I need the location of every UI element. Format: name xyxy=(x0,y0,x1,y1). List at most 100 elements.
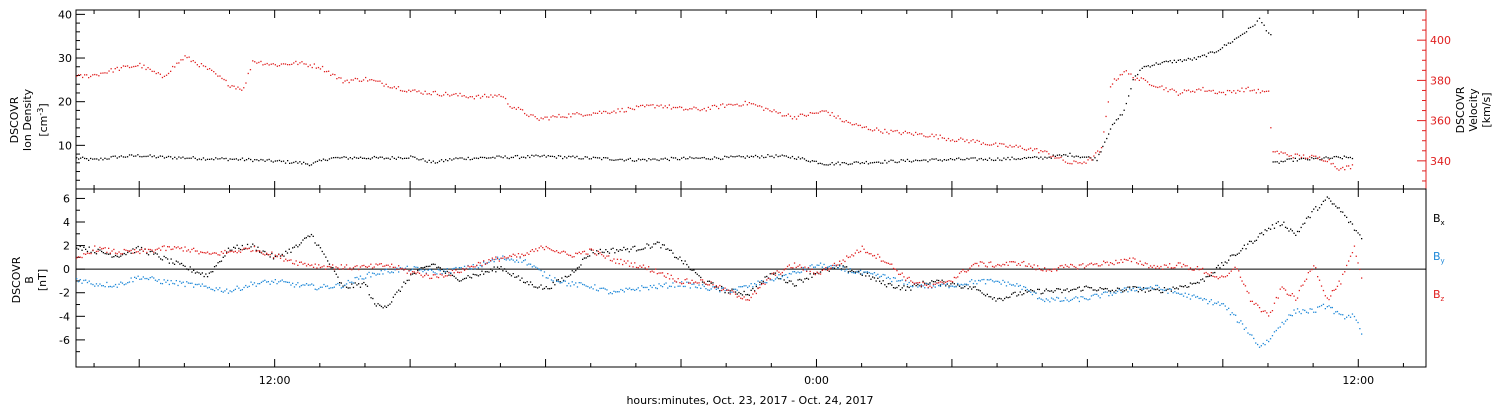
bx-point xyxy=(648,244,650,246)
bz-point xyxy=(106,251,108,253)
velocity-point xyxy=(1029,147,1032,149)
by-point xyxy=(165,281,167,283)
density-point xyxy=(170,156,172,158)
velocity-point xyxy=(326,70,328,73)
density-point xyxy=(759,157,761,159)
bx-point xyxy=(766,275,768,278)
bx-point xyxy=(851,270,853,272)
density-point xyxy=(379,156,381,158)
bz-point xyxy=(1322,289,1325,292)
bx-point xyxy=(1298,230,1300,233)
by-point xyxy=(260,281,263,283)
bx-point xyxy=(792,283,794,285)
velocity-point xyxy=(264,63,266,65)
density-point xyxy=(906,158,909,161)
bz-point xyxy=(1070,263,1072,266)
bx-point xyxy=(1148,290,1150,292)
bz-point xyxy=(578,251,580,253)
velocity-point xyxy=(923,135,925,137)
bx-point xyxy=(1181,285,1183,288)
by-point xyxy=(733,288,735,290)
by-point xyxy=(483,261,485,263)
density-point xyxy=(1113,122,1116,124)
b-tick-label: -6 xyxy=(59,334,70,347)
density-point xyxy=(833,164,835,166)
bx-point xyxy=(1349,221,1352,223)
bz-point xyxy=(227,251,230,253)
velocity-point xyxy=(440,95,443,97)
by-point xyxy=(776,277,778,279)
velocity-point xyxy=(192,60,194,62)
by-point xyxy=(918,285,921,287)
by-point xyxy=(86,281,89,284)
bz-point xyxy=(748,299,750,301)
bz-point xyxy=(908,276,910,279)
bx-point xyxy=(630,248,632,250)
by-point xyxy=(521,261,523,263)
bz-point xyxy=(205,252,207,254)
velocity-point xyxy=(974,141,976,143)
bz-point xyxy=(161,245,164,248)
velocity-point xyxy=(917,133,919,136)
bz-point xyxy=(1271,310,1274,312)
by-point xyxy=(797,271,799,273)
bz-point xyxy=(1281,286,1283,288)
bz-point xyxy=(86,252,89,254)
velocity-point xyxy=(532,114,534,116)
velocity-point xyxy=(578,113,580,115)
bz-point xyxy=(1286,293,1288,295)
velocity-point xyxy=(243,87,245,89)
velocity-point xyxy=(365,76,367,79)
density-point xyxy=(623,160,625,162)
by-point xyxy=(255,285,257,287)
bz-point xyxy=(1174,267,1176,269)
bz-point xyxy=(1109,262,1112,264)
velocity-point xyxy=(500,95,502,98)
bx-point xyxy=(1268,227,1270,229)
bx-point xyxy=(614,252,616,254)
bx-point xyxy=(1255,239,1258,241)
bx-point xyxy=(825,268,827,271)
bx-point xyxy=(1077,287,1079,289)
bz-point xyxy=(823,268,825,271)
velocity-point xyxy=(827,111,829,114)
density-point xyxy=(601,158,603,161)
by-point xyxy=(705,288,707,290)
velocity-point xyxy=(1079,162,1081,164)
by-point xyxy=(524,259,526,261)
by-point xyxy=(340,287,342,289)
bz-point xyxy=(920,285,922,287)
density-point xyxy=(1052,154,1054,156)
bx-point xyxy=(269,256,271,258)
velocity-point xyxy=(730,103,732,106)
by-point xyxy=(1279,326,1281,328)
by-point xyxy=(953,286,955,288)
by-point xyxy=(106,281,108,284)
bx-point xyxy=(1340,211,1342,213)
density-point xyxy=(1272,161,1274,163)
by-point xyxy=(674,286,676,288)
bz-point xyxy=(101,248,103,250)
bx-point xyxy=(875,280,877,282)
density-point xyxy=(445,159,447,161)
bz-point xyxy=(147,248,150,251)
bx-point xyxy=(483,273,485,275)
bz-point xyxy=(1085,265,1087,267)
velocity-point xyxy=(956,140,958,142)
by-point xyxy=(1224,305,1226,307)
velocity-point xyxy=(469,96,471,98)
bz-point xyxy=(477,261,480,264)
bx-point xyxy=(517,275,520,277)
bx-point xyxy=(168,262,170,264)
bz-point xyxy=(493,258,495,261)
density-point xyxy=(1115,119,1118,121)
bx-point xyxy=(599,248,601,251)
by-point xyxy=(724,290,726,292)
bx-point xyxy=(1277,221,1279,223)
x-tick-label: 12:00 xyxy=(259,374,291,387)
bz-point xyxy=(969,267,971,269)
density-point xyxy=(498,155,500,157)
density-point xyxy=(956,157,958,160)
by-point xyxy=(575,282,577,284)
bx-point xyxy=(1229,255,1232,257)
